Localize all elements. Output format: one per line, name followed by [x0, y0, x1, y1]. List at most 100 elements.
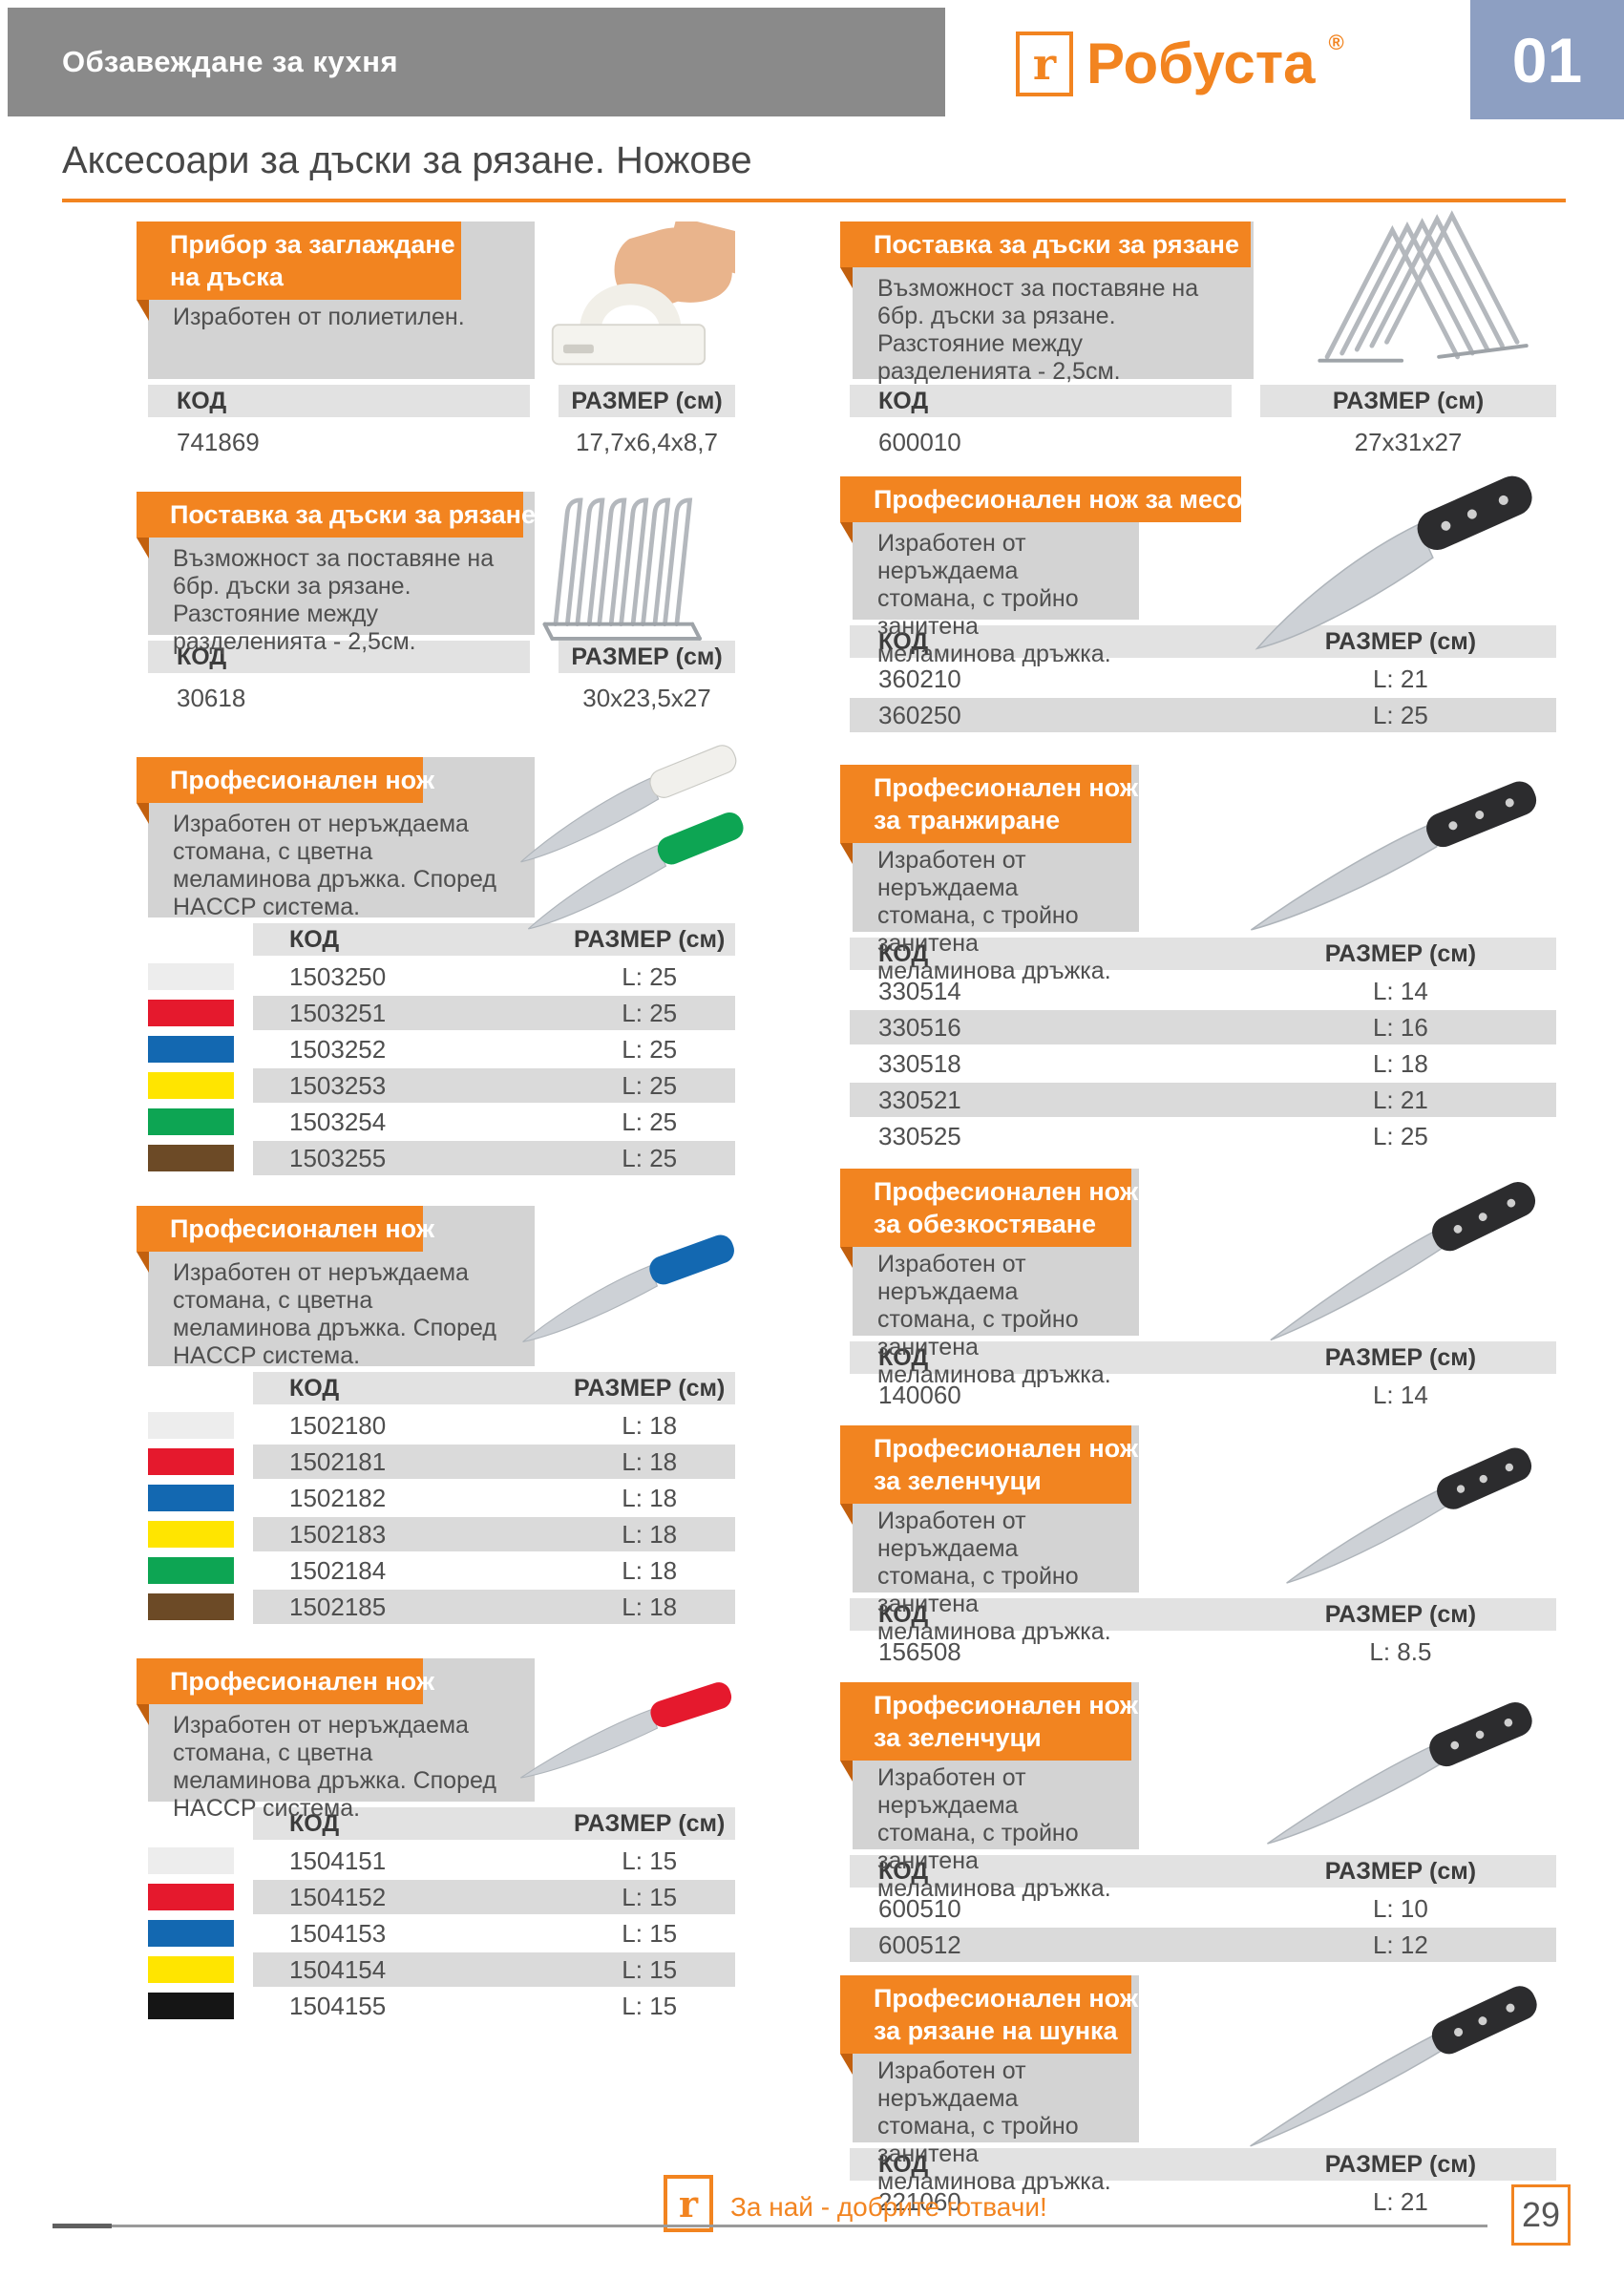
card-title-ribbon: Поставка за дъски за рязане — [137, 492, 536, 538]
product-code: 156508 — [878, 1636, 961, 1666]
code-column-header: КОД — [850, 385, 1232, 417]
size-column-header: РАЗМЕР (см) — [559, 385, 735, 417]
card-title: Професионален нож — [874, 1984, 1138, 2013]
size-column-header: РАЗМЕР (см) — [1324, 1600, 1477, 1628]
product-size: L: 18 — [622, 1483, 678, 1512]
color-swatch — [148, 1072, 234, 1099]
table-header: КОД РАЗМЕР (см) — [253, 923, 735, 956]
code-column-header: КОД — [850, 628, 1245, 656]
product-code: 1502181 — [289, 1446, 387, 1476]
product-code: 360210 — [878, 664, 961, 693]
size-column-header: РАЗМЕР (см) — [574, 1809, 726, 1837]
table-row: 360250 L: 25 — [845, 698, 1556, 732]
ribbon-fold — [840, 1247, 853, 1268]
card-title: Прибор за заглаждане — [170, 230, 455, 259]
product-size: L: 14 — [1372, 976, 1428, 1005]
table-header: КОД РАЗМЕР (см) — [850, 625, 1556, 658]
footer-brand-r-icon: r — [664, 2175, 713, 2232]
product-card: Изработен от неръждаема стомана, с тройн… — [840, 1425, 1556, 1669]
footer-slogan: За най - добрите готвачи! — [730, 2192, 1047, 2222]
color-swatch — [148, 1145, 234, 1171]
product-size: L: 18 — [622, 1592, 678, 1621]
product-size: L: 18 — [622, 1410, 678, 1440]
table-row: 1504151 L: 15 — [95, 1844, 735, 1878]
table-row: 156508 L: 8.5 — [845, 1635, 1556, 1669]
table-row: 1504152 L: 15 — [95, 1880, 735, 1914]
product-size: L: 21 — [1372, 664, 1428, 693]
paring-knife-photo — [1246, 1425, 1551, 1612]
product-code: 140060 — [878, 1380, 961, 1409]
card-title: Професионален нож — [874, 1691, 1138, 1719]
product-card: Изработен от неръждаема стомана, с цветн… — [95, 1658, 735, 2023]
card-title-ribbon: Професионален нож за обезкостяване — [840, 1169, 1138, 1247]
product-size: L: 12 — [1372, 1930, 1428, 1959]
code-column-header: КОД — [289, 925, 340, 953]
card-title-ribbon: Професионален нож за месо — [840, 476, 1242, 522]
card-title: Професионален нож — [874, 1177, 1138, 1206]
code-column-header: КОД — [850, 1344, 1245, 1372]
product-size: L: 21 — [1372, 1085, 1428, 1114]
color-swatch — [148, 1593, 234, 1620]
card-title-ribbon: Професионален нож — [137, 1206, 434, 1252]
table-row: 1502180 L: 18 — [95, 1408, 735, 1443]
product-size: L: 21 — [1372, 2186, 1428, 2216]
table-row: 330516 L: 16 — [845, 1010, 1556, 1044]
ham-knife-photo — [1227, 1964, 1556, 2169]
product-size: L: 25 — [622, 1107, 678, 1136]
ribbon-fold — [137, 1704, 149, 1725]
chapter-number-badge: 01 — [1470, 0, 1624, 119]
section-header-bar: Обзавеждане за кухня — [8, 8, 945, 116]
code-column-header: КОД — [289, 1374, 340, 1402]
product-size: L: 16 — [1372, 1012, 1428, 1042]
section-title: Обзавеждане за кухня — [62, 45, 399, 78]
product-size: L: 25 — [1372, 700, 1428, 729]
product-code: 1502185 — [289, 1592, 387, 1621]
table-header: КОД РАЗМЕР (см) — [850, 2148, 1556, 2181]
product-size: 27x31x27 — [1354, 427, 1463, 456]
page-number-badge: 29 — [1511, 2184, 1571, 2246]
registered-mark: ® — [1328, 30, 1344, 54]
table-row: 1503253 L: 25 — [95, 1068, 735, 1103]
card-title-ribbon: Професионален нож за рязане на шунка — [840, 1975, 1138, 2054]
table-row: 1503250 L: 25 — [95, 960, 735, 994]
product-size: L: 25 — [1372, 1121, 1428, 1150]
card-title-ribbon: Професионален нож за зеленчуци — [840, 1425, 1138, 1504]
card-description: Възможност за поставяне на 6бр. дъски за… — [148, 492, 535, 655]
color-swatch — [148, 1448, 234, 1475]
product-code: 330516 — [878, 1012, 961, 1042]
product-card: Изработен от неръждаема стомана, с тройн… — [840, 765, 1556, 1153]
product-size: L: 15 — [622, 1846, 678, 1875]
ribbon-fold — [840, 522, 853, 543]
card-title: Професионален нож — [170, 1667, 434, 1696]
product-card: Изработен от неръждаема стомана, с тройн… — [840, 475, 1556, 732]
size-column-header: РАЗМЕР (см) — [1324, 939, 1477, 967]
table-row: 600010 27x31x27 — [845, 421, 1556, 463]
product-code: 1503252 — [289, 1034, 387, 1064]
table-row: 1504155 L: 15 — [95, 1989, 735, 2023]
product-card: Изработен от неръждаема стомана, с цветн… — [95, 745, 744, 1175]
product-code: 1504152 — [289, 1882, 387, 1911]
product-code: 1504154 — [289, 1954, 387, 1984]
footer-divider — [53, 2225, 1487, 2227]
size-column-header: РАЗМЕР (см) — [1324, 1343, 1477, 1371]
table-row: 221060 L: 21 — [845, 2184, 1556, 2219]
product-code: 1503255 — [289, 1143, 387, 1172]
card-title: Професионален нож — [874, 1434, 1138, 1463]
brand-r-icon: r — [1016, 31, 1073, 96]
two-knives-photo — [501, 738, 754, 939]
table-row: 1503255 L: 25 — [95, 1141, 735, 1175]
product-size: L: 15 — [622, 1882, 678, 1911]
product-size: L: 18 — [1372, 1048, 1428, 1078]
red-knife-photo — [506, 1654, 745, 1816]
product-size: L: 25 — [622, 1070, 678, 1100]
table-row: 330518 L: 18 — [845, 1046, 1556, 1081]
card-title-line2: на дъска — [170, 263, 284, 291]
title-underline — [62, 199, 1566, 202]
card-title-line2: за зеленчуци — [874, 1723, 1042, 1752]
product-card: Възможност за поставяне на 6бр. дъски за… — [95, 492, 735, 719]
product-code: 600512 — [878, 1930, 961, 1959]
table-header: КОД РАЗМЕР (см) — [253, 1372, 735, 1404]
product-size: L: 18 — [622, 1519, 678, 1549]
product-card: Изработен от неръждаема стомана, с тройн… — [840, 1975, 1556, 2219]
